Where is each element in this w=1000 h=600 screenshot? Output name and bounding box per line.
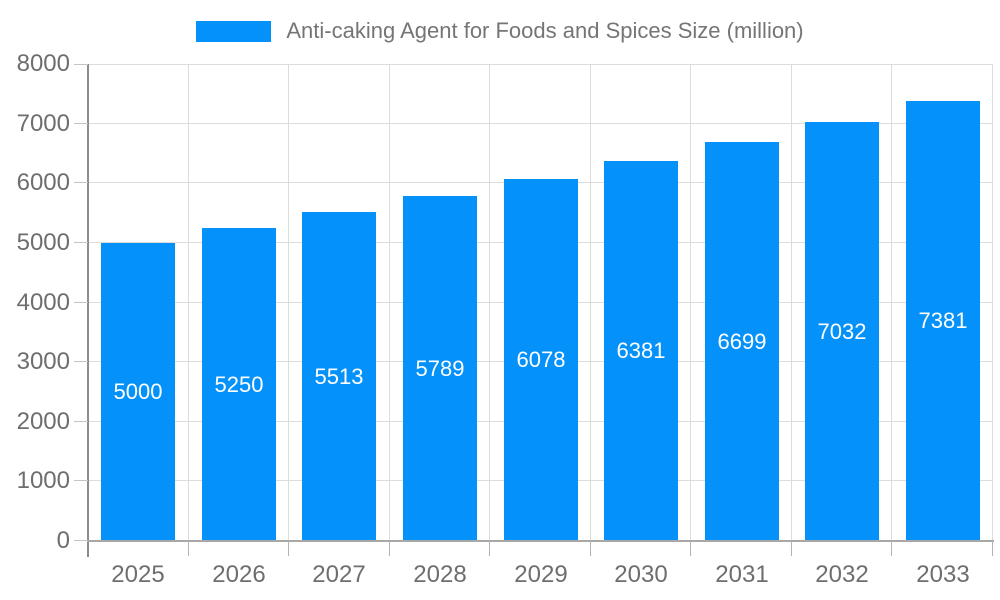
x-axis-tick-label: 2028 xyxy=(413,561,467,588)
y-axis-tick xyxy=(74,480,88,481)
gridline-vertical xyxy=(489,64,490,541)
x-axis-tick-label: 2033 xyxy=(916,561,970,588)
y-axis-tick xyxy=(74,421,88,422)
y-axis-tick-label: 2000 xyxy=(16,408,70,435)
bar-value-label: 6381 xyxy=(616,338,666,363)
gridline-vertical xyxy=(992,64,993,541)
bar-value-label: 5789 xyxy=(415,355,465,381)
y-axis-tick-label: 4000 xyxy=(16,289,70,316)
x-axis-tick xyxy=(489,541,490,556)
bar-2027: 5513 xyxy=(302,212,376,541)
x-axis-tick-label: 2030 xyxy=(614,561,668,588)
x-axis-tick xyxy=(288,541,289,556)
y-axis-tick xyxy=(74,242,88,243)
gridline-vertical xyxy=(188,64,189,541)
y-axis-tick-label: 3000 xyxy=(16,348,70,375)
gridline-vertical xyxy=(791,64,792,541)
x-axis-tick-label: 2031 xyxy=(715,561,769,588)
x-axis-tick xyxy=(992,541,993,556)
gridline-vertical xyxy=(690,64,691,541)
y-axis-tick xyxy=(74,540,88,541)
gridline-vertical xyxy=(389,64,390,541)
bar-value-label: 7032 xyxy=(817,318,867,344)
x-axis-tick-label: 2026 xyxy=(212,561,266,588)
y-axis-tick xyxy=(74,123,88,124)
x-axis-line xyxy=(87,540,994,542)
bar-2032: 7032 xyxy=(805,122,879,541)
legend-label: Anti-caking Agent for Foods and Spices S… xyxy=(286,18,804,43)
x-axis-tick xyxy=(188,541,189,556)
y-axis-tick-label: 8000 xyxy=(16,50,70,77)
bar-2025: 5000 xyxy=(101,243,175,541)
y-axis-tick-label: 1000 xyxy=(16,467,70,494)
plot-area: 5000 5250 5513 5789 6078 6381 6699 7032 7381 0 10… xyxy=(17,50,994,588)
bar-2028: 5789 xyxy=(403,196,477,541)
y-axis-tick xyxy=(74,361,88,362)
gridline-vertical xyxy=(288,64,289,541)
y-axis-tick xyxy=(74,64,88,65)
x-axis-tick xyxy=(590,541,591,556)
y-axis-tick-label: 7000 xyxy=(16,110,70,137)
bar-value-label: 6699 xyxy=(717,328,767,354)
x-axis-tick-label: 2032 xyxy=(815,561,869,588)
gridline-vertical xyxy=(891,64,892,541)
bar-value-label: 5513 xyxy=(314,363,364,389)
bar-2026: 5250 xyxy=(202,228,276,541)
y-axis-tick xyxy=(74,182,88,183)
y-axis-line xyxy=(87,64,89,557)
bar-2031: 6699 xyxy=(705,142,779,541)
bar-value-label: 7381 xyxy=(918,308,968,333)
x-axis-tick-label: 2027 xyxy=(312,561,366,588)
bar-2029: 6078 xyxy=(504,179,578,541)
gridline-horizontal xyxy=(88,123,993,124)
legend[interactable]: Anti-caking Agent for Foods and Spices S… xyxy=(0,17,1000,45)
y-axis-tick-label: 6000 xyxy=(16,169,70,196)
bar-value-label: 5250 xyxy=(214,371,264,397)
x-axis-tick xyxy=(891,541,892,556)
bar-value-label: 5000 xyxy=(113,379,163,404)
gridline-horizontal xyxy=(88,64,993,65)
y-axis-tick xyxy=(74,302,88,303)
bar-value-label: 6078 xyxy=(516,347,566,372)
legend-swatch xyxy=(196,20,272,42)
x-axis-tick xyxy=(791,541,792,556)
x-axis-tick-label: 2029 xyxy=(514,561,568,588)
gridline-vertical xyxy=(590,64,591,541)
y-axis-tick-label: 5000 xyxy=(16,229,70,256)
x-axis-tick xyxy=(690,541,691,556)
x-axis-tick-label: 2025 xyxy=(111,561,165,588)
y-axis-tick-label: 0 xyxy=(56,527,70,554)
x-axis-tick xyxy=(389,541,390,556)
bar-2033: 7381 xyxy=(906,101,980,541)
bar-2030: 6381 xyxy=(604,161,678,541)
